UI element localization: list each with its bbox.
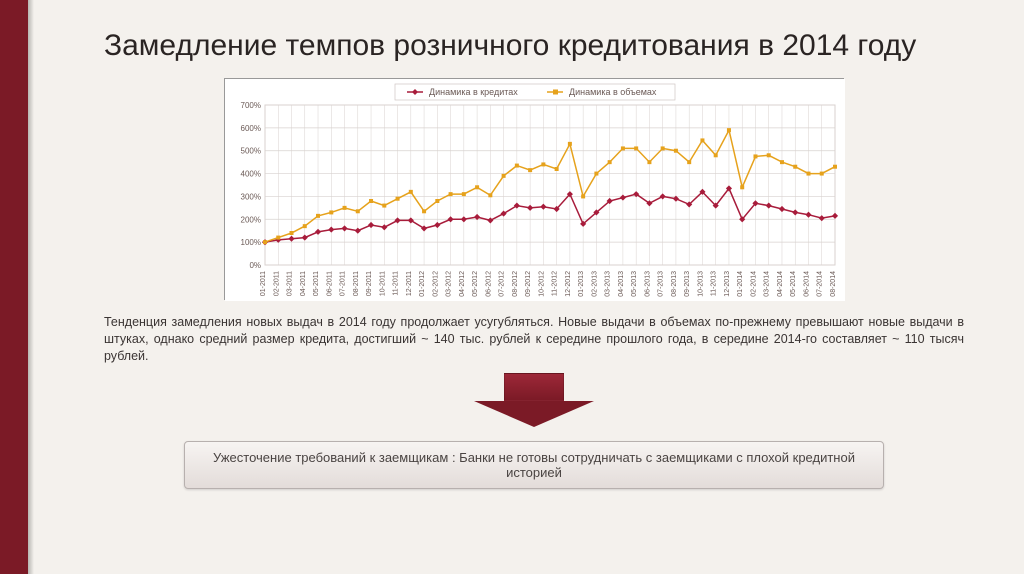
svg-text:10-2013: 10-2013: [697, 271, 704, 297]
svg-text:08-2013: 08-2013: [671, 271, 678, 297]
svg-text:01-2013: 01-2013: [578, 271, 585, 297]
down-arrow-icon: [474, 373, 594, 427]
svg-text:08-2014: 08-2014: [830, 271, 837, 297]
slide-title: Замедление темпов розничного кредитовани…: [104, 28, 964, 64]
svg-text:05-2012: 05-2012: [472, 271, 479, 297]
svg-text:11-2012: 11-2012: [552, 271, 559, 296]
svg-text:08-2012: 08-2012: [512, 271, 519, 297]
svg-text:02-2011: 02-2011: [273, 271, 280, 296]
svg-text:11-2011: 11-2011: [393, 271, 400, 296]
body-paragraph: Тенденция замедления новых выдач в 2014 …: [104, 314, 964, 365]
svg-text:01-2012: 01-2012: [419, 271, 426, 297]
slide-body: Замедление темпов розничного кредитовани…: [34, 0, 1024, 574]
svg-text:05-2014: 05-2014: [790, 271, 797, 297]
svg-text:06-2013: 06-2013: [644, 271, 651, 297]
svg-text:400%: 400%: [241, 170, 261, 179]
svg-text:06-2014: 06-2014: [803, 271, 810, 297]
svg-text:03-2014: 03-2014: [764, 271, 771, 297]
svg-text:12-2011: 12-2011: [406, 271, 413, 296]
svg-text:02-2014: 02-2014: [750, 271, 757, 297]
arrow-row: [104, 373, 964, 427]
svg-text:Динамика в кредитах: Динамика в кредитах: [429, 87, 518, 97]
svg-text:04-2012: 04-2012: [459, 271, 466, 297]
svg-text:07-2014: 07-2014: [817, 271, 824, 297]
svg-text:08-2011: 08-2011: [353, 271, 360, 296]
svg-text:01-2014: 01-2014: [737, 271, 744, 297]
svg-text:100%: 100%: [241, 238, 261, 247]
svg-text:Динамика в объемах: Динамика в объемах: [569, 87, 657, 97]
svg-text:04-2013: 04-2013: [618, 271, 625, 297]
svg-text:200%: 200%: [241, 215, 261, 224]
svg-text:07-2012: 07-2012: [499, 271, 506, 297]
svg-text:700%: 700%: [241, 101, 261, 110]
svg-text:10-2012: 10-2012: [538, 271, 545, 297]
svg-text:05-2011: 05-2011: [313, 271, 320, 296]
callout-box: Ужесточение требований к заемщикам : Бан…: [184, 441, 884, 489]
svg-text:300%: 300%: [241, 192, 261, 201]
svg-text:12-2013: 12-2013: [724, 271, 731, 297]
svg-text:02-2013: 02-2013: [591, 271, 598, 297]
side-accent-bar: [0, 0, 28, 574]
svg-text:04-2011: 04-2011: [300, 271, 307, 296]
svg-text:600%: 600%: [241, 124, 261, 133]
svg-text:12-2012: 12-2012: [565, 271, 572, 297]
svg-text:03-2011: 03-2011: [287, 271, 294, 296]
svg-text:07-2013: 07-2013: [658, 271, 665, 297]
svg-text:09-2012: 09-2012: [525, 271, 532, 297]
svg-text:04-2014: 04-2014: [777, 271, 784, 297]
svg-text:05-2013: 05-2013: [631, 271, 638, 297]
svg-text:10-2011: 10-2011: [379, 271, 386, 296]
svg-text:09-2013: 09-2013: [684, 271, 691, 297]
line-chart: Динамика в кредитах Динамика в объемах 0% 1…: [225, 79, 845, 301]
svg-text:01-2011: 01-2011: [260, 271, 267, 296]
svg-text:02-2012: 02-2012: [432, 271, 439, 297]
svg-text:03-2012: 03-2012: [446, 271, 453, 297]
svg-text:500%: 500%: [241, 147, 261, 156]
svg-text:03-2013: 03-2013: [605, 271, 612, 297]
svg-text:0%: 0%: [249, 261, 261, 270]
svg-text:06-2011: 06-2011: [326, 271, 333, 296]
svg-text:09-2011: 09-2011: [366, 271, 373, 296]
chart-container: Динамика в кредитах Динамика в объемах 0% 1…: [224, 78, 844, 300]
svg-text:07-2011: 07-2011: [340, 271, 347, 296]
svg-text:06-2012: 06-2012: [485, 271, 492, 297]
svg-text:11-2013: 11-2013: [711, 271, 718, 296]
